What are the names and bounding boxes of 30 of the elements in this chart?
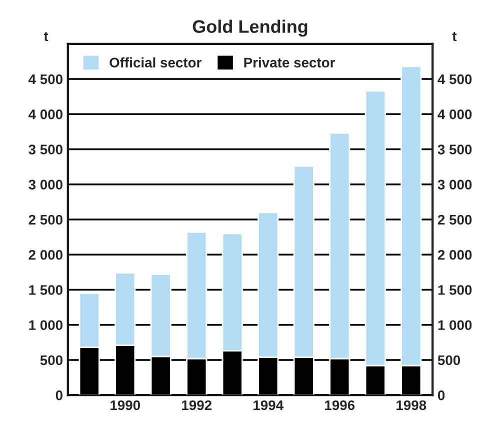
y2-tick-label: 2 500 <box>438 214 472 225</box>
y2-tick-label: 1 000 <box>438 320 472 330</box>
y-axis-title: t <box>44 32 48 42</box>
y-tick-label: 500 <box>40 355 62 366</box>
x-tick-label: 1992 <box>182 400 212 410</box>
x-tick-label: 1994 <box>254 400 284 410</box>
y-tick-label: 3 000 <box>28 180 62 190</box>
x-tick-label: 1996 <box>325 400 355 410</box>
y-tick-label: 1 500 <box>29 285 62 295</box>
y2-tick-label: 4 000 <box>438 109 472 120</box>
y2-axis-title: t <box>452 32 457 42</box>
y2-tick-label: 3 000 <box>438 180 472 190</box>
y-tick-label: 2 000 <box>28 250 62 260</box>
y-tick-label: 3 500 <box>28 144 62 154</box>
x-tick-label: 1990 <box>110 400 140 410</box>
y-tick-label: 4 500 <box>28 74 62 84</box>
legend-label: Official sector <box>110 57 202 68</box>
y-tick-label: 4 000 <box>28 109 62 120</box>
y2-tick-label: 0 <box>438 390 445 400</box>
y-tick-label: 2 500 <box>28 214 62 225</box>
y2-tick-label: 4 500 <box>438 74 472 84</box>
y2-tick-label: 3 500 <box>438 144 472 154</box>
legend-label: Private sector <box>244 57 335 68</box>
y2-tick-label: 1 500 <box>438 285 472 295</box>
y2-tick-label: 2 000 <box>438 250 472 260</box>
y2-tick-label: 500 <box>438 355 460 366</box>
y-tick-label: 0 <box>56 390 62 400</box>
chart-title: Gold Lending <box>192 20 308 37</box>
x-tick-label: 1998 <box>396 400 426 410</box>
y-tick-label: 1 000 <box>29 320 62 330</box>
